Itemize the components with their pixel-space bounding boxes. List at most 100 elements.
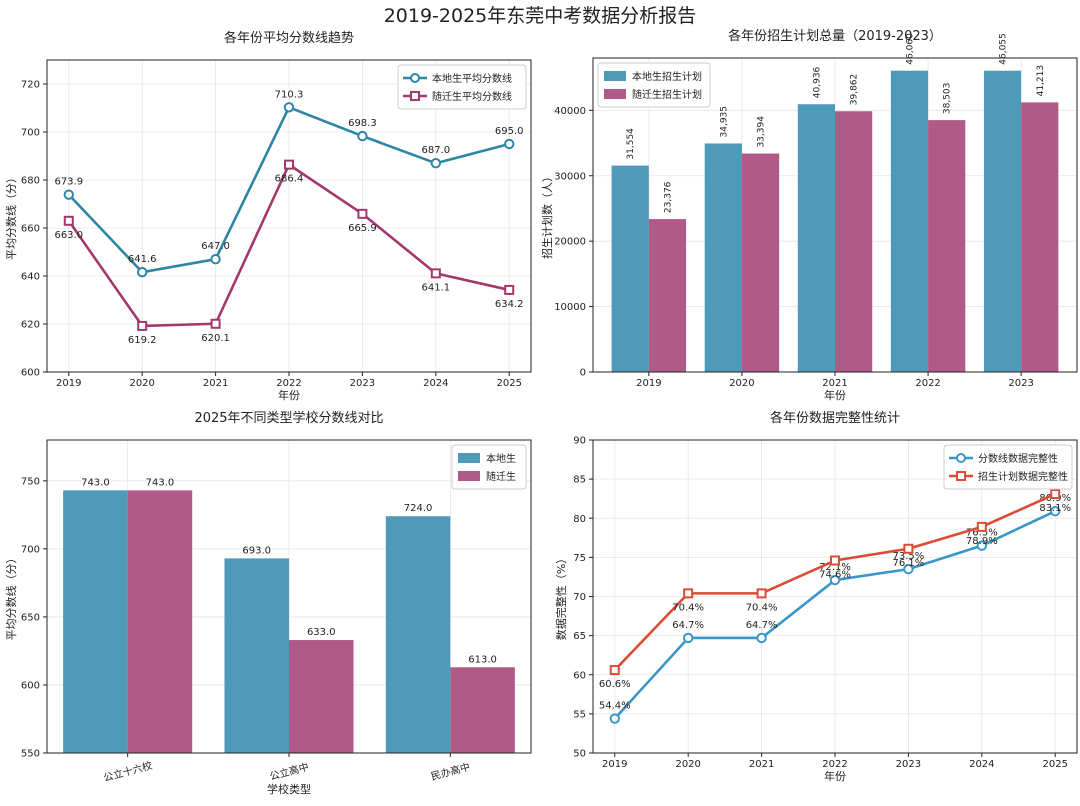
x-axis-label: 年份 bbox=[278, 388, 300, 402]
data-label: 647.0 bbox=[201, 241, 230, 252]
bar-随迁生招生计划-2022 bbox=[928, 120, 966, 372]
data-label: 76.1% bbox=[893, 558, 925, 569]
y-tick-label: 10000 bbox=[554, 302, 586, 313]
bar-本地生招生计划-2022 bbox=[890, 70, 929, 373]
data-label: 698.3 bbox=[348, 118, 377, 129]
x-axis-label: 年份 bbox=[824, 769, 846, 783]
report-title: 2019-2025年东莞中考数据分析报告 bbox=[384, 5, 697, 27]
y-axis-label: 数据完整性（%） bbox=[554, 553, 568, 640]
data-point-2023 bbox=[903, 543, 914, 554]
legend-box bbox=[943, 444, 1073, 490]
bar-value-label: 39,862 bbox=[850, 74, 860, 106]
chart-school-type: 2025年不同类型学校分数线对比 550 600 650 700 750 公立十六校 公立高中… bbox=[4, 410, 532, 796]
data-label: 695.0 bbox=[495, 126, 524, 137]
data-point-2020 bbox=[136, 266, 148, 278]
legend-marker bbox=[410, 91, 420, 101]
data-point-2022 bbox=[284, 159, 294, 170]
bar-value-label: 34,935 bbox=[719, 106, 729, 138]
x-tick-label: 2020 bbox=[129, 378, 154, 389]
y-tick-label: 660 bbox=[21, 224, 40, 235]
x-tick-label: 2021 bbox=[203, 378, 228, 389]
data-point-2021 bbox=[210, 318, 221, 329]
legend-marker bbox=[410, 73, 420, 83]
data-point-2022 bbox=[829, 574, 841, 586]
x-tick-label: 2023 bbox=[1008, 378, 1033, 389]
y-tick-label: 720 bbox=[21, 80, 40, 91]
bar-本地生-公立高中 bbox=[224, 558, 289, 753]
bar-本地生招生计划-2019 bbox=[611, 165, 649, 372]
data-point-2019 bbox=[609, 713, 620, 724]
data-point-2025 bbox=[1050, 488, 1061, 499]
data-point-2023 bbox=[357, 208, 368, 219]
data-label: 710.3 bbox=[275, 89, 304, 100]
bar-value-label: 40,936 bbox=[812, 66, 822, 98]
data-label: 73.5% bbox=[893, 551, 925, 562]
x-tick-label: 2019 bbox=[636, 378, 661, 389]
data-label: 620.1 bbox=[201, 333, 230, 344]
bar-本地生-民办高中 bbox=[385, 516, 451, 753]
y-tick-label: 55 bbox=[573, 709, 586, 720]
bar-随迁生招生计划-2021 bbox=[835, 111, 873, 372]
chart-score-trend: 各年份平均分数线趋势 600 620 640 660 680 700 720 2019 2020 2… bbox=[4, 30, 532, 402]
bar-随迁生-公立十六校 bbox=[127, 490, 193, 753]
legend-label: 随迁生平均分数线 bbox=[432, 90, 512, 103]
plot-frame bbox=[592, 439, 1078, 754]
bar-value-label: 743.0 bbox=[81, 477, 110, 488]
data-label: 54.4% bbox=[599, 701, 631, 712]
data-label: 78.9% bbox=[966, 536, 998, 547]
x-tick-label: 2025 bbox=[496, 378, 521, 389]
y-tick-label: 20000 bbox=[554, 237, 586, 248]
data-label: 686.4 bbox=[275, 174, 304, 185]
chart-enrollment-plan: 各年份招生计划总量（2019-2023） 0 10000 20000 30000 4000… bbox=[540, 28, 1078, 402]
data-label: 663.0 bbox=[54, 230, 83, 241]
data-point-2024 bbox=[430, 268, 441, 279]
y-tick-label: 700 bbox=[21, 128, 40, 139]
x-axis-label: 年份 bbox=[824, 388, 846, 402]
data-point-2021 bbox=[756, 588, 767, 599]
x-tick-label: 公立十六校 bbox=[102, 759, 154, 784]
data-point-2025 bbox=[1050, 506, 1061, 517]
legend-label: 本地生平均分数线 bbox=[432, 72, 512, 85]
data-label: 641.1 bbox=[421, 282, 450, 293]
chart-completeness: 各年份数据完整性统计 50 55 60 65 70 75 80 85 90 2019 2020 2021… bbox=[554, 410, 1078, 783]
x-tick-label: 2019 bbox=[56, 378, 81, 389]
y-tick-label: 620 bbox=[21, 320, 40, 331]
legend-swatch bbox=[458, 453, 480, 463]
bar-value-label: 41,213 bbox=[1036, 65, 1046, 97]
data-point-2024 bbox=[430, 158, 442, 169]
bar-本地生招生计划-2023 bbox=[983, 70, 1022, 372]
y-tick-label: 680 bbox=[21, 176, 40, 187]
data-label: 64.7% bbox=[746, 620, 778, 631]
y-tick-label: 30000 bbox=[554, 171, 586, 182]
y-tick-label: 75 bbox=[573, 553, 586, 564]
data-point-2019 bbox=[63, 215, 74, 226]
data-point-2024 bbox=[976, 540, 988, 551]
legend-label: 本地生 bbox=[486, 452, 516, 465]
data-point-2022 bbox=[830, 555, 840, 566]
data-point-2021 bbox=[756, 632, 767, 644]
data-label: 64.7% bbox=[672, 620, 704, 631]
data-label: 687.0 bbox=[421, 145, 450, 156]
bar-随迁生-公立高中 bbox=[289, 640, 354, 753]
x-tick-label: 2024 bbox=[969, 759, 994, 770]
x-tick-label: 2022 bbox=[915, 378, 940, 389]
bar-value-label: 743.0 bbox=[146, 477, 175, 488]
y-tick-label: 90 bbox=[573, 436, 586, 447]
x-tick-label: 2023 bbox=[350, 378, 375, 389]
bar-value-label: 31,554 bbox=[626, 128, 636, 160]
bar-value-label: 633.0 bbox=[307, 627, 336, 638]
legend-marker bbox=[956, 453, 966, 463]
data-point-2019 bbox=[609, 665, 620, 676]
x-tick-label: 公立高中 bbox=[268, 760, 310, 783]
x-tick-label: 民办高中 bbox=[429, 760, 471, 783]
data-label: 76.5% bbox=[966, 528, 998, 539]
plot-frame bbox=[592, 57, 1078, 373]
legend-label: 随迁生招生计划 bbox=[632, 88, 702, 101]
bar-随迁生招生计划-2023 bbox=[1021, 102, 1059, 373]
bar-本地生招生计划-2021 bbox=[797, 104, 835, 373]
data-point-2020 bbox=[682, 632, 694, 644]
